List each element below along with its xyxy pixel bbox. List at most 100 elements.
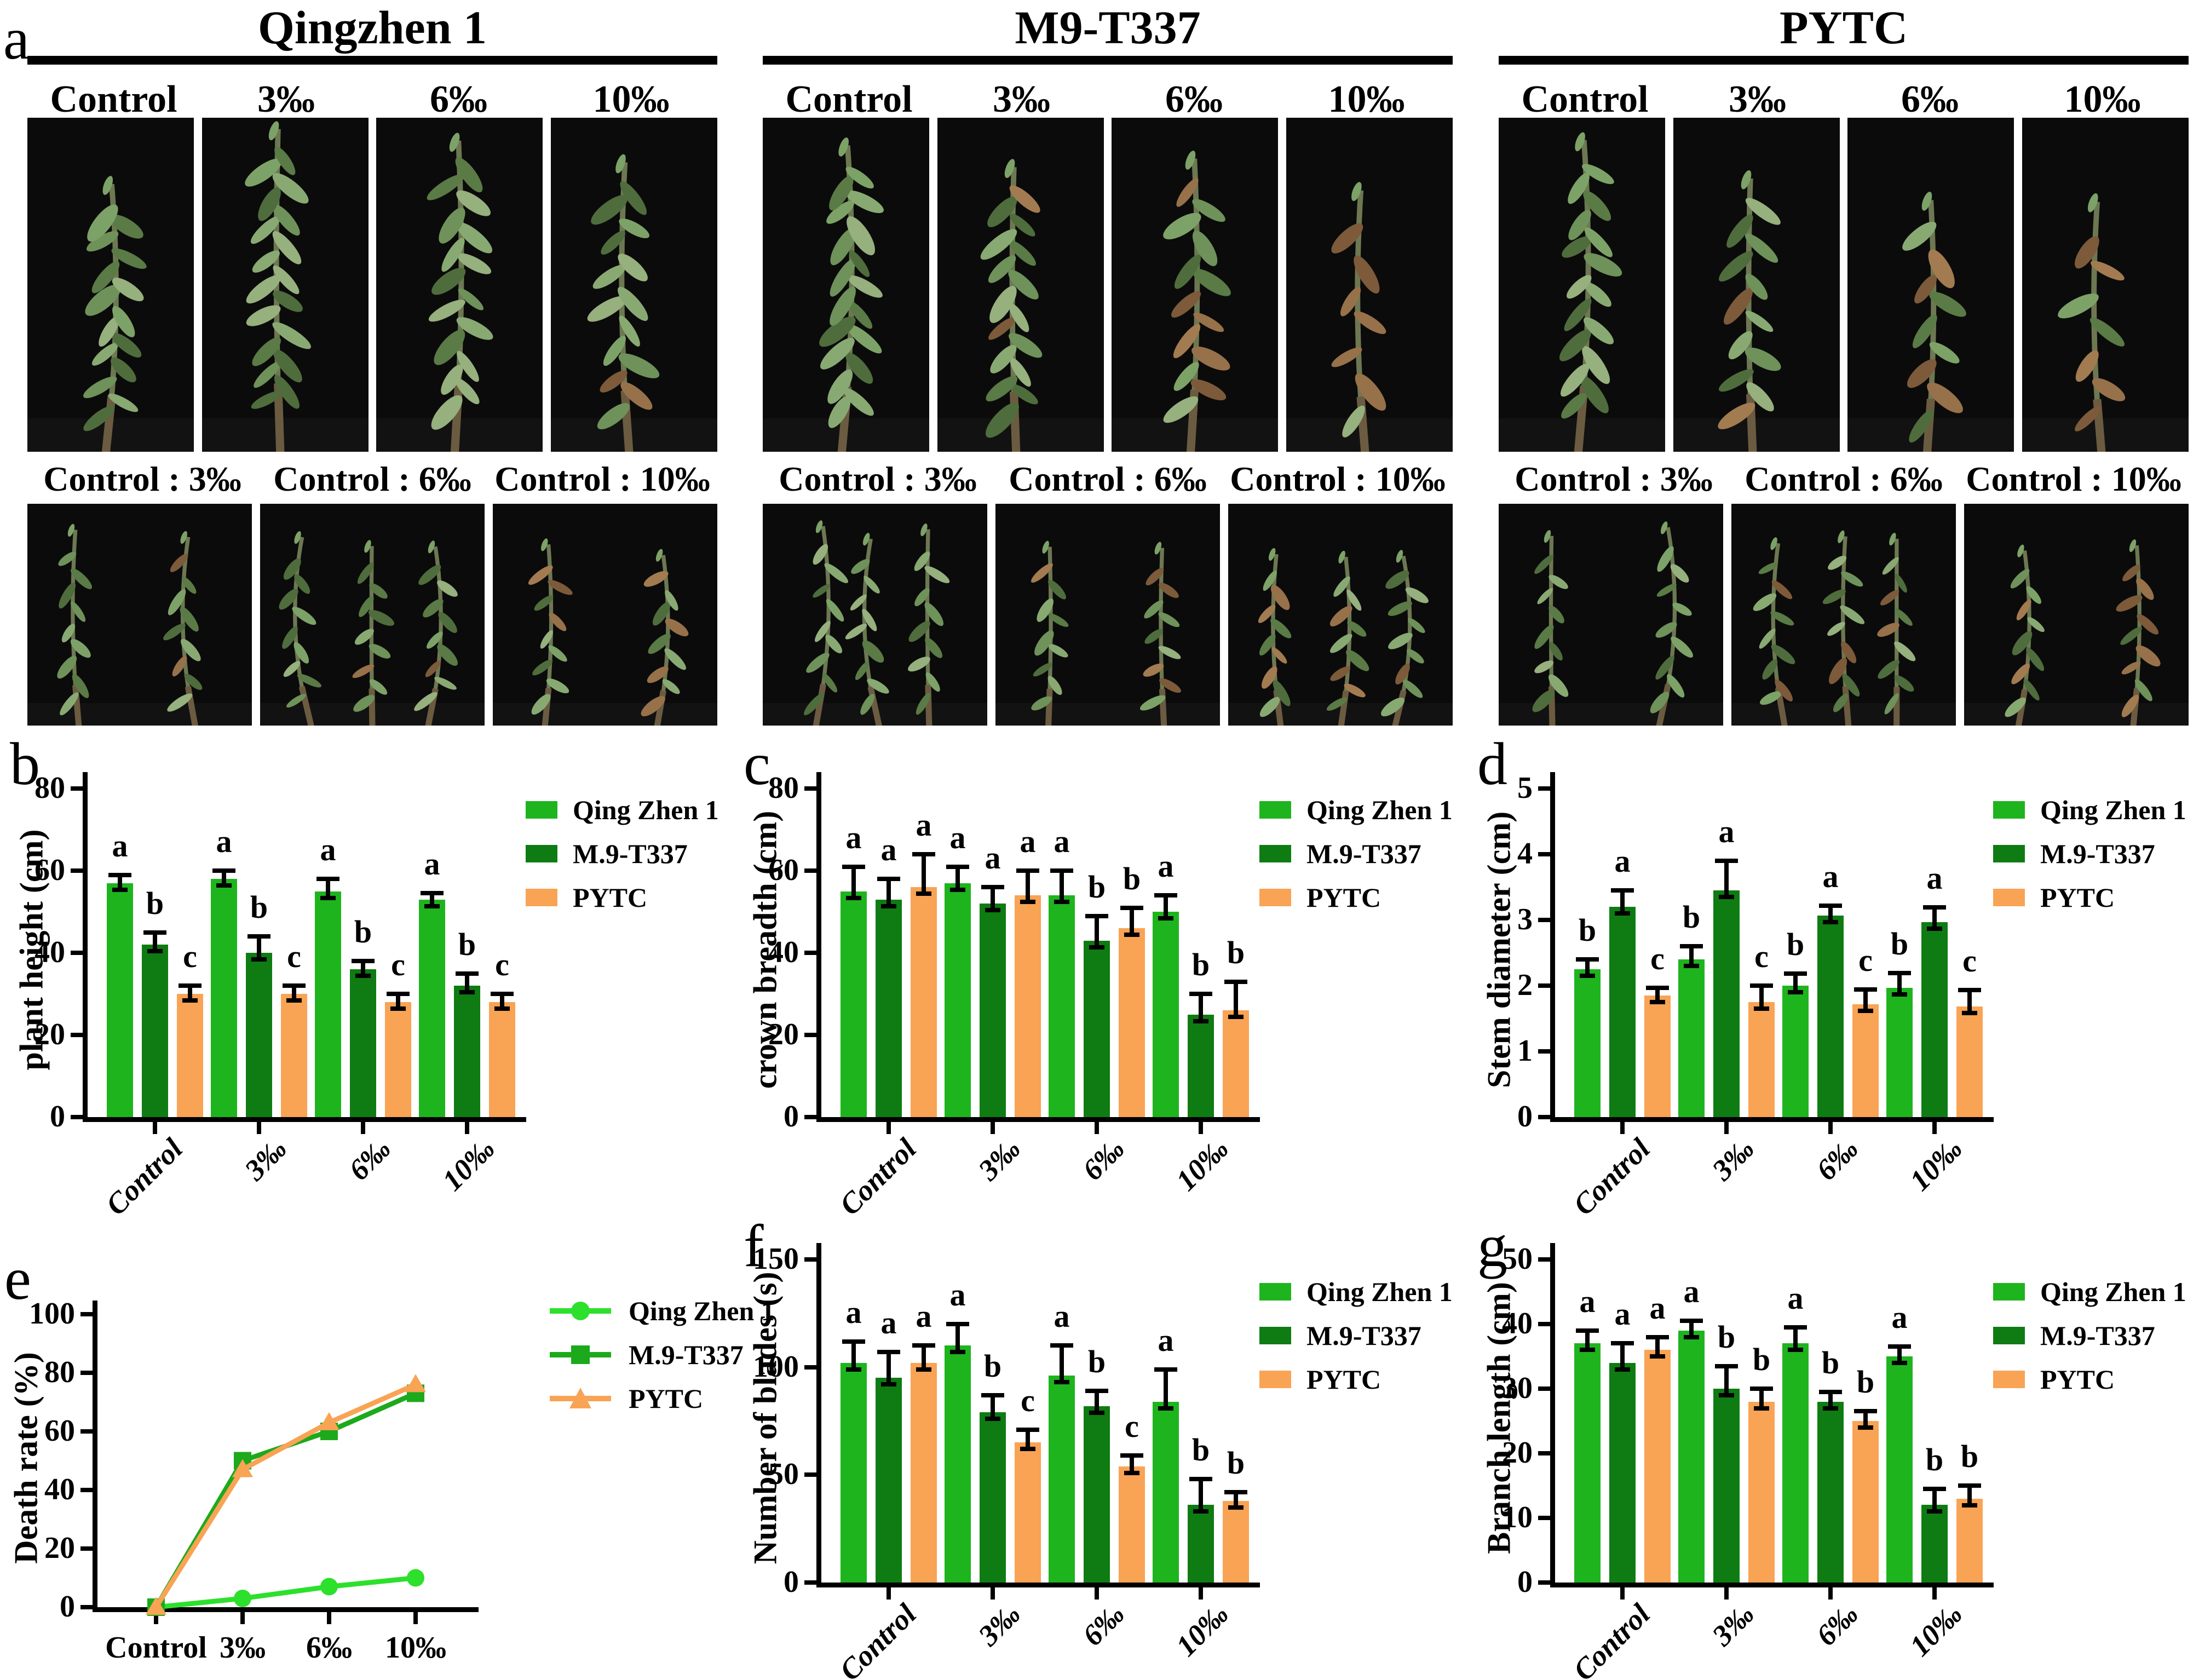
error-bar (1026, 871, 1030, 903)
error-bar (1585, 959, 1590, 977)
error-bar-stub (390, 1006, 406, 1011)
error-bar-stub (1684, 964, 1699, 968)
plant-photo-svg (27, 118, 194, 452)
error-bar (1724, 1366, 1729, 1396)
marker-triangle (146, 1597, 166, 1615)
y-tick (804, 1257, 816, 1262)
marker-circle (234, 1590, 251, 1607)
sig-letter: a (880, 1305, 897, 1341)
sig-letter: c (1858, 942, 1873, 979)
error-bar-cap (1120, 1453, 1143, 1458)
y-tick (1538, 1322, 1550, 1326)
x-axis-line (83, 1117, 526, 1122)
pair-label: Control : 6‰ (273, 459, 471, 498)
legend-label: PYTC (573, 882, 648, 913)
error-bar-cap (212, 868, 235, 873)
error-bar (955, 866, 960, 891)
error-bar (1689, 946, 1694, 967)
error-bar (1932, 907, 1937, 930)
y-tick-label: 3 (1517, 902, 1533, 936)
x-tick (1199, 1122, 1203, 1134)
legend-label: Qing Zhen 1 (1306, 795, 1453, 825)
error-bar-stub (846, 1367, 861, 1372)
error-bar-cap (1680, 1319, 1703, 1324)
error-bar-cap (1120, 905, 1143, 910)
error-bar-stub (1615, 1367, 1630, 1372)
panel-a-section-qingzhen1: Qingzhen 1 Control 3‰ 6‰ 10‰ Control : 3… (27, 0, 717, 728)
bar-f-qing-zhen-1-3 (945, 1345, 971, 1583)
error-bar-cap (1819, 903, 1842, 908)
bar-c-m-9-t337-6 (1084, 940, 1110, 1117)
y-tick (80, 1429, 93, 1434)
error-bar-stub (1754, 1006, 1769, 1011)
error-bar-stub (985, 908, 1000, 912)
plant-photo-svg (493, 504, 717, 726)
x-tick-label: 6‰ (1810, 1132, 1864, 1187)
sig-letter: b (146, 885, 164, 921)
error-bar-cap (456, 971, 479, 976)
error-bar-stub (846, 895, 861, 900)
legend-item-qing-zhen-1: Qing Zhen 1 (1259, 794, 1453, 826)
error-bar (1620, 890, 1625, 914)
error-bar-stub (1719, 1393, 1734, 1397)
bar-g-qing-zhen-1-10 (1886, 1356, 1913, 1583)
error-bar-stub (1684, 1334, 1699, 1339)
error-bar-stub (1580, 974, 1595, 978)
error-bar (1095, 916, 1099, 948)
legend-label: M.9-T337 (1306, 838, 1421, 869)
error-bar (1026, 1429, 1030, 1451)
error-bar (1620, 1343, 1625, 1371)
legend-marker (550, 1302, 611, 1320)
marker-circle (407, 1569, 424, 1587)
error-bar-cap (1680, 944, 1703, 948)
error-bar-cap (1958, 1483, 1981, 1488)
bar-f-qing-zhen-1-10 (1153, 1401, 1179, 1583)
legend-item-qing-zhen-1: Qing Zhen 1 (526, 794, 719, 826)
error-bar (430, 893, 434, 907)
panel-a-letter: a (3, 7, 30, 72)
sig-letter: a (985, 840, 1001, 876)
sig-letter: a (880, 832, 897, 867)
error-bar-cap (143, 930, 166, 935)
error-bar-cap (1189, 992, 1212, 996)
error-bar-cap (877, 1350, 900, 1355)
error-bar-cap (1646, 985, 1669, 990)
sig-letter: b (1227, 934, 1245, 970)
sig-letter: a (1614, 1296, 1631, 1332)
line-m-9-t337 (154, 1391, 417, 1609)
photo-top-s1-c2 (1112, 118, 1278, 452)
error-bar-stub (1124, 1470, 1139, 1475)
sig-letter: c (391, 947, 405, 982)
x-tick-label: Control (833, 1597, 923, 1680)
error-bar (1130, 1455, 1134, 1474)
error-bar-stub (1823, 1406, 1838, 1411)
plant-photo-svg (27, 504, 252, 726)
error-bar-cap (247, 934, 270, 939)
legend-swatch (1259, 1327, 1291, 1344)
bar-c-m-9-t337-10 (1188, 1014, 1214, 1117)
x-tick-label: 3‰ (972, 1597, 1027, 1652)
error-bar (1199, 994, 1203, 1022)
sig-letter: b (1752, 1342, 1771, 1377)
error-bar (1863, 1411, 1868, 1429)
photo-row-bottom (1499, 504, 2189, 726)
x-tick (1828, 1587, 1833, 1600)
sig-letter: b (1578, 912, 1597, 948)
bar-b-qing-zhen-1-control (107, 883, 133, 1117)
error-bar-cap (1784, 971, 1807, 976)
y-tick (71, 951, 83, 955)
bar-d-pytc-3 (1748, 1002, 1775, 1117)
bar-g-pytc-10 (1956, 1498, 1983, 1583)
sig-letter: a (1158, 848, 1174, 884)
pair-label: Control : 10‰ (1230, 459, 1446, 498)
legend-item-m-9-t337: M.9-T337 (1259, 838, 1421, 870)
line-qing-zhen-1 (156, 1575, 416, 1610)
error-bar-cap (912, 1343, 935, 1348)
photo-top-s1-c0 (763, 118, 929, 452)
y-tick-label: 50 (768, 1457, 799, 1492)
legend-label: Qing Zhen 1 (1306, 1276, 1453, 1307)
legend-swatch (526, 889, 557, 906)
bar-g-qing-zhen-1-6 (1782, 1343, 1809, 1583)
column-label: Control (50, 78, 177, 120)
